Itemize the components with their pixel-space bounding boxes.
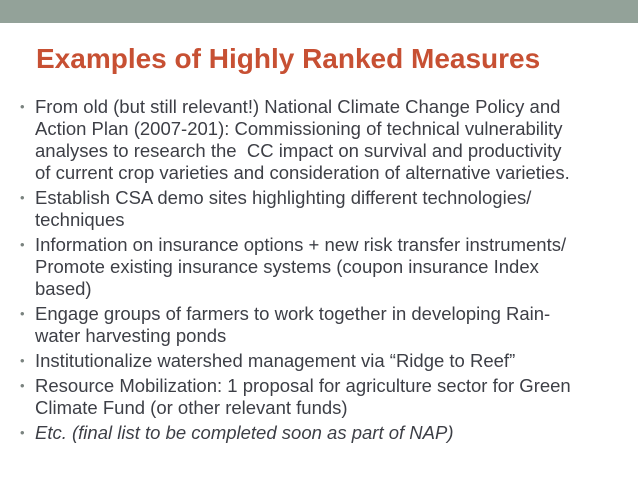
bullet-item: • Information on insurance options + new… — [18, 234, 624, 300]
bullet-icon: • — [20, 99, 25, 114]
bullet-item: • From old (but still relevant!) Nationa… — [18, 96, 624, 184]
bullet-icon: • — [20, 306, 25, 321]
bullet-text: Engage groups of farmers to work togethe… — [35, 303, 551, 346]
bullet-item: • Engage groups of farmers to work toget… — [18, 303, 624, 347]
bullet-text: Information on insurance options + new r… — [35, 234, 567, 299]
top-accent-bar — [0, 0, 638, 23]
bullet-icon: • — [20, 190, 25, 205]
bullet-text: Establish CSA demo sites highlighting di… — [35, 187, 532, 230]
bullet-item: • Etc. (final list to be completed soon … — [18, 422, 624, 444]
bullet-text: Etc. (final list to be completed soon as… — [35, 422, 454, 443]
bullet-item: • Institutionalize watershed management … — [18, 350, 624, 372]
bullet-icon: • — [20, 353, 25, 368]
bullet-icon: • — [20, 425, 25, 440]
bullet-item: • Resource Mobilization: 1 proposal for … — [18, 375, 624, 419]
bullet-icon: • — [20, 378, 25, 393]
bullet-item: • Establish CSA demo sites highlighting … — [18, 187, 624, 231]
bullet-text: From old (but still relevant!) National … — [35, 96, 570, 183]
bullet-list: • From old (but still relevant!) Nationa… — [18, 96, 624, 447]
slide-title: Examples of Highly Ranked Measures — [36, 43, 541, 74]
bullet-text: Institutionalize watershed management vi… — [35, 350, 516, 371]
bullet-icon: • — [20, 237, 25, 252]
bullet-text: Resource Mobilization: 1 proposal for ag… — [35, 375, 571, 418]
